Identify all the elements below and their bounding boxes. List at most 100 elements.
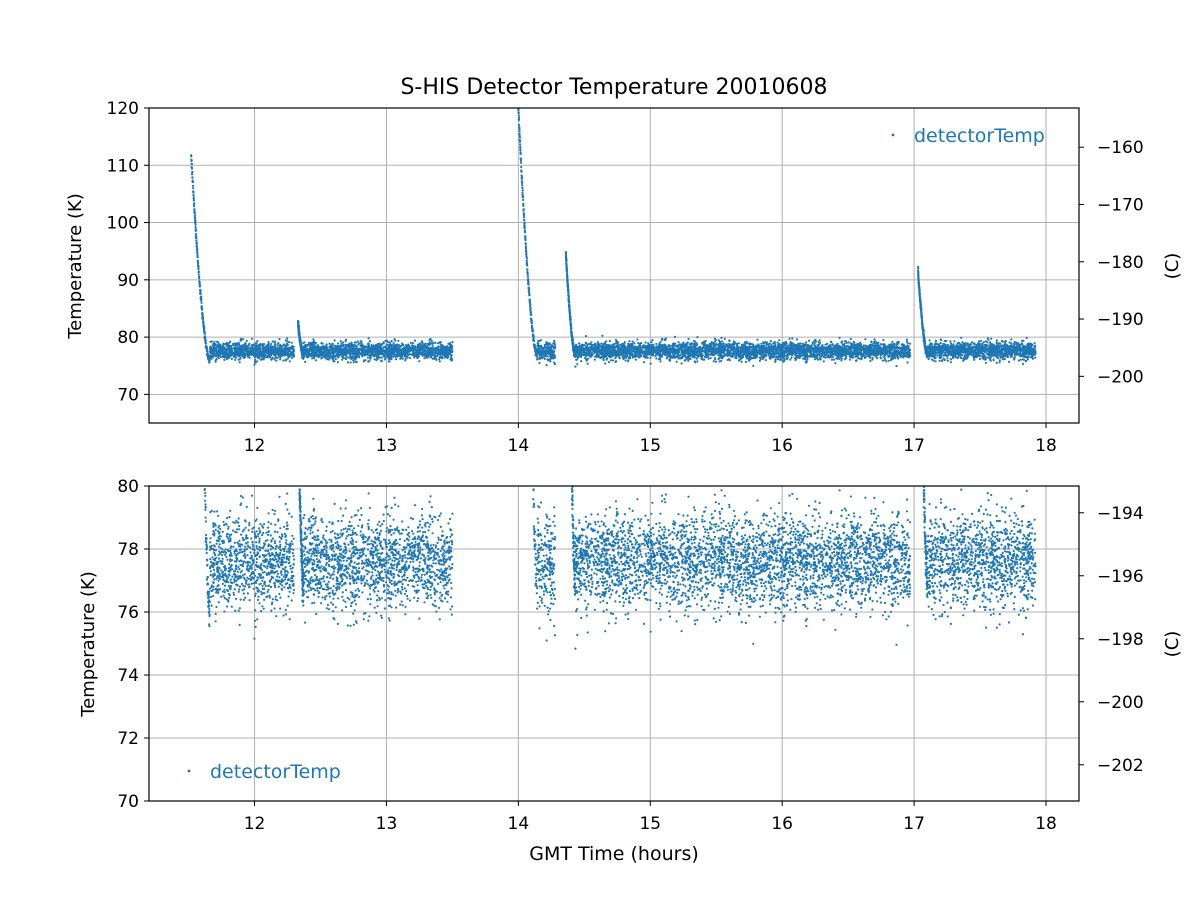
data-point — [600, 342, 603, 345]
data-point — [303, 353, 306, 356]
data-point — [538, 356, 542, 359]
data-point — [292, 350, 295, 353]
data-point — [518, 140, 522, 143]
data-point — [566, 275, 569, 278]
data-point — [208, 359, 211, 362]
data-point — [328, 345, 331, 348]
data-point — [331, 344, 334, 347]
data-point — [392, 350, 395, 353]
data-point — [790, 356, 793, 359]
data-point — [361, 350, 364, 353]
data-point — [352, 361, 355, 364]
data-point — [328, 349, 331, 352]
data-point — [416, 355, 419, 358]
data-point — [231, 344, 235, 347]
data-point — [447, 353, 450, 356]
data-point — [314, 345, 317, 348]
data-point — [341, 352, 344, 356]
data-point — [567, 288, 570, 291]
data-point — [521, 184, 524, 187]
data-point — [565, 267, 569, 271]
data-point — [223, 350, 226, 354]
data-point — [386, 351, 389, 354]
data-point — [195, 234, 198, 237]
data-point — [614, 360, 617, 364]
data-point — [252, 352, 255, 355]
data-point — [394, 348, 397, 351]
data-point — [232, 347, 235, 350]
data-point — [524, 239, 527, 242]
data-point — [267, 344, 270, 347]
data-point — [527, 281, 530, 284]
data-point — [337, 342, 340, 345]
data-point — [430, 339, 433, 342]
data-point — [895, 343, 899, 346]
data-point — [238, 361, 241, 364]
data-point — [254, 361, 257, 364]
data-point — [220, 348, 224, 351]
data-point — [428, 351, 431, 354]
data-point — [375, 359, 378, 362]
data-point — [286, 340, 289, 343]
data-point — [532, 339, 536, 342]
data-point — [552, 357, 555, 360]
data-point — [539, 339, 543, 342]
data-point — [384, 339, 387, 342]
data-point — [524, 247, 528, 250]
data-point — [271, 349, 274, 352]
data-point — [549, 360, 552, 363]
data-point — [564, 252, 568, 255]
data-point — [270, 358, 273, 361]
data-point — [317, 350, 320, 353]
data-point — [195, 242, 198, 245]
data-point — [248, 354, 251, 357]
data-point — [325, 343, 328, 346]
data-point — [241, 350, 244, 353]
data-point — [226, 357, 229, 361]
data-point — [276, 344, 279, 347]
data-point — [336, 346, 339, 349]
data-point — [709, 356, 712, 360]
data-point — [201, 316, 204, 319]
data-point — [316, 355, 319, 358]
data-point — [267, 354, 270, 357]
data-point — [313, 357, 316, 360]
data-point — [752, 364, 755, 367]
data-point — [284, 358, 287, 361]
data-point — [422, 351, 425, 354]
data-point — [450, 345, 453, 349]
data-point — [214, 354, 217, 357]
data-point — [440, 349, 443, 352]
data-point — [213, 340, 216, 343]
data-point — [250, 337, 254, 340]
data-point — [397, 339, 400, 342]
data-point — [212, 356, 215, 359]
data-point — [217, 357, 220, 360]
data-point — [360, 341, 363, 344]
data-point — [649, 356, 652, 359]
data-point — [256, 348, 259, 351]
data-point — [518, 135, 522, 139]
data-point — [214, 343, 217, 346]
data-point — [391, 346, 395, 349]
data-point — [567, 291, 570, 294]
data-point — [387, 360, 390, 363]
data-point — [369, 352, 373, 356]
data-point — [191, 180, 194, 183]
data-point — [235, 347, 238, 350]
data-point — [228, 356, 231, 359]
data-point — [408, 356, 412, 359]
data-point — [553, 350, 556, 353]
data-point — [289, 346, 292, 349]
data-point — [348, 353, 351, 356]
data-point — [522, 208, 525, 211]
data-point — [553, 361, 556, 364]
data-point — [537, 348, 540, 351]
data-point — [217, 341, 220, 344]
data-point — [359, 352, 363, 355]
data-point — [194, 220, 197, 223]
data-point — [411, 342, 414, 345]
data-point — [518, 128, 521, 131]
data-point — [282, 359, 285, 362]
